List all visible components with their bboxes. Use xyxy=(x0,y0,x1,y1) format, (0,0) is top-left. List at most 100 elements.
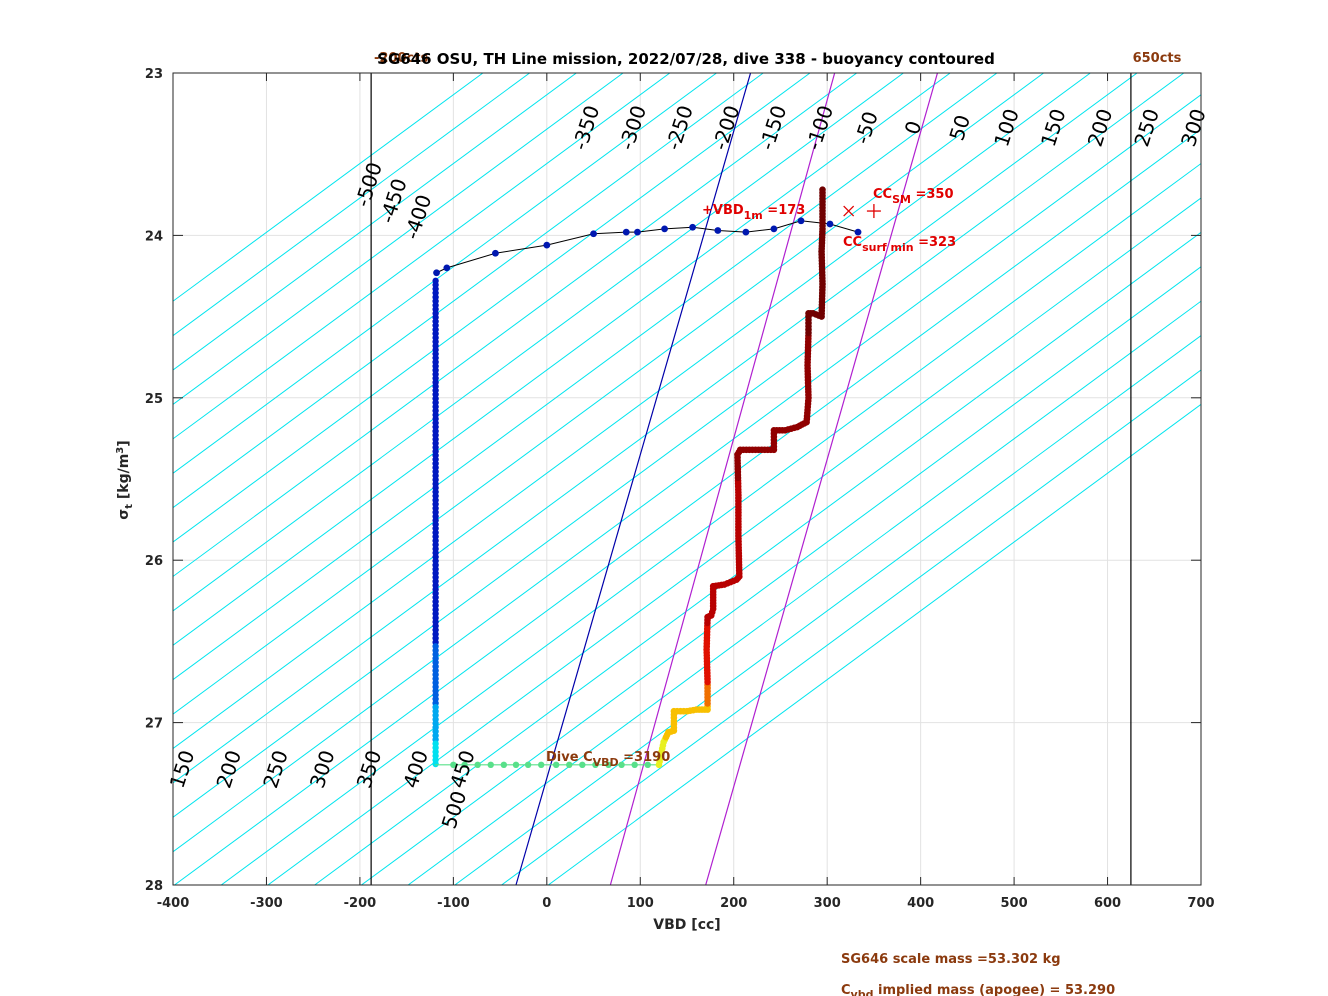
buoyancy-contour-line xyxy=(173,73,998,681)
cc-surf-min-label-value: =323 xyxy=(914,235,957,250)
buoyancy-contour-line xyxy=(173,73,530,337)
x-tick-label: 0 xyxy=(542,896,551,911)
buoyancy-contours xyxy=(173,73,1201,885)
descent-point xyxy=(432,760,439,768)
axis-ticks: -400 -300 -200 -100 0 100 200 300 400 500 600 700 23… xyxy=(145,67,1215,911)
x-tick-label: -100 xyxy=(437,896,470,911)
dive-c-vbd-label-sub: VBD xyxy=(593,756,619,769)
vbd-1m-label-main: +VBD xyxy=(702,203,744,218)
x-tick-label: -400 xyxy=(157,896,190,911)
y-label-end: ] xyxy=(116,440,132,446)
chart-title: SG646 OSU, TH Line mission, 2022/07/28, … xyxy=(377,50,995,68)
ascent-point xyxy=(819,186,826,193)
buoyancy-contour-line xyxy=(314,231,1201,885)
data-traces xyxy=(432,186,862,769)
reference-line-cc_sm xyxy=(705,73,939,885)
buoyancy-contour-line xyxy=(267,197,1201,885)
vbd-1m-label: +VBD1m =173 xyxy=(702,203,805,222)
y-label-rest: [kg/m xyxy=(116,454,132,504)
footer-vbd-sub: vbd xyxy=(851,988,874,996)
cc-surf-min-label-sub: surf min xyxy=(862,241,913,254)
y-tick-label: 23 xyxy=(145,67,163,82)
surface-point xyxy=(797,217,805,225)
buoyancy-contour-line xyxy=(173,73,811,543)
surface-point xyxy=(433,269,440,277)
buoyancy-contour-line xyxy=(173,73,951,646)
buoyancy-contour-line xyxy=(548,403,1201,885)
left-limit-label: -200cts xyxy=(374,51,428,66)
footer-implied-mass-value: implied mass (apogee) = 53.290 xyxy=(873,983,1115,996)
buoyancy-contour-line xyxy=(174,128,1201,885)
cc-sm-label-value: =350 xyxy=(911,187,954,202)
buoyancy-contour-line xyxy=(173,73,1138,784)
dive-c-vbd-label-value: =3190 xyxy=(619,750,671,765)
y-tick-label: 27 xyxy=(145,717,163,732)
y-tick-label: 25 xyxy=(145,392,163,407)
y-tick-label: 26 xyxy=(145,554,163,569)
plot-frame xyxy=(172,72,1202,886)
buoyancy-contour-line xyxy=(173,73,1091,750)
y-tick-label: 28 xyxy=(145,879,163,894)
x-tick-label: -200 xyxy=(344,896,377,911)
cc-surf-min-label: CCsurf min =323 xyxy=(843,235,956,254)
vbd-1m-label-value: =173 xyxy=(763,203,806,218)
cc-sm-label: CCSM =350 xyxy=(873,187,954,206)
surface-point xyxy=(826,220,834,228)
x-tick-label: 100 xyxy=(627,896,654,911)
surface-point xyxy=(661,225,668,233)
y-label-sigma: σ xyxy=(116,509,132,520)
top-right-label: 650cts xyxy=(1133,51,1182,66)
x-tick-label: 600 xyxy=(1094,896,1121,911)
buoyancy-contour-line xyxy=(173,73,904,612)
surface-point xyxy=(622,228,630,236)
cc-sm-label-sub: SM xyxy=(892,193,911,206)
surface-point xyxy=(770,225,778,233)
buoyancy-contour-line xyxy=(173,73,717,474)
reference-line-cc_surf_min xyxy=(609,73,836,885)
x-axis-label: VBD [cc] xyxy=(653,917,720,933)
x-tick-label: 300 xyxy=(814,896,841,911)
buoyancy-contour-line xyxy=(173,73,1185,818)
cc-sm-label-main: CC xyxy=(873,187,892,202)
surface-point xyxy=(443,264,451,272)
buoyancy-contour-line xyxy=(220,162,1201,885)
surface-point xyxy=(590,230,597,238)
buoyancy-contour-line xyxy=(173,73,764,509)
buoyancy-contour-line xyxy=(454,334,1201,885)
reference-lines xyxy=(370,73,1132,885)
y-axis-label: σt [kg/m3] xyxy=(115,440,135,519)
buoyancy-contour-line xyxy=(173,73,671,440)
buoyancy-contour-line xyxy=(407,300,1201,885)
vbd-1m-label-sub: 1m xyxy=(744,209,763,222)
reference-line-neutral xyxy=(515,73,752,885)
x-tick-label: 700 xyxy=(1187,896,1214,911)
y-tick-label: 24 xyxy=(145,229,163,244)
buoyancy-contour-line xyxy=(501,369,1201,885)
y-label-sup: 3 xyxy=(115,447,126,454)
surface-point xyxy=(714,227,722,234)
x-tick-label: 400 xyxy=(907,896,934,911)
buoyancy-contour-line xyxy=(173,73,624,406)
buoyancy-contour-line xyxy=(173,94,1201,853)
surface-point xyxy=(543,241,551,249)
buoyancy-contour-line xyxy=(173,73,858,578)
cc-surf-min-x-marker-b xyxy=(843,205,855,217)
x-tick-label: 200 xyxy=(720,896,747,911)
dive-c-vbd-label-main: Dive C xyxy=(546,750,593,765)
y-label-sub: t xyxy=(124,504,135,509)
buoyancy-contour-line xyxy=(173,73,484,302)
dive-c-vbd-label: Dive CVBD =3190 xyxy=(546,750,670,769)
x-tick-label: 500 xyxy=(1001,896,1028,911)
surface-point xyxy=(854,228,862,236)
footer-implied-mass: Cvbd implied mass (apogee) = 53.290 xyxy=(841,983,1115,996)
buoyancy-contour-line xyxy=(361,266,1201,885)
plot-background xyxy=(173,73,1201,885)
cc-surf-min-label-main: CC xyxy=(843,235,862,250)
surface-point xyxy=(689,223,697,231)
surface-point xyxy=(742,228,750,236)
surface-point xyxy=(634,228,641,236)
buoyancy-contour-line xyxy=(173,73,577,371)
grid-lines xyxy=(172,72,1202,886)
surface-point xyxy=(492,249,499,257)
